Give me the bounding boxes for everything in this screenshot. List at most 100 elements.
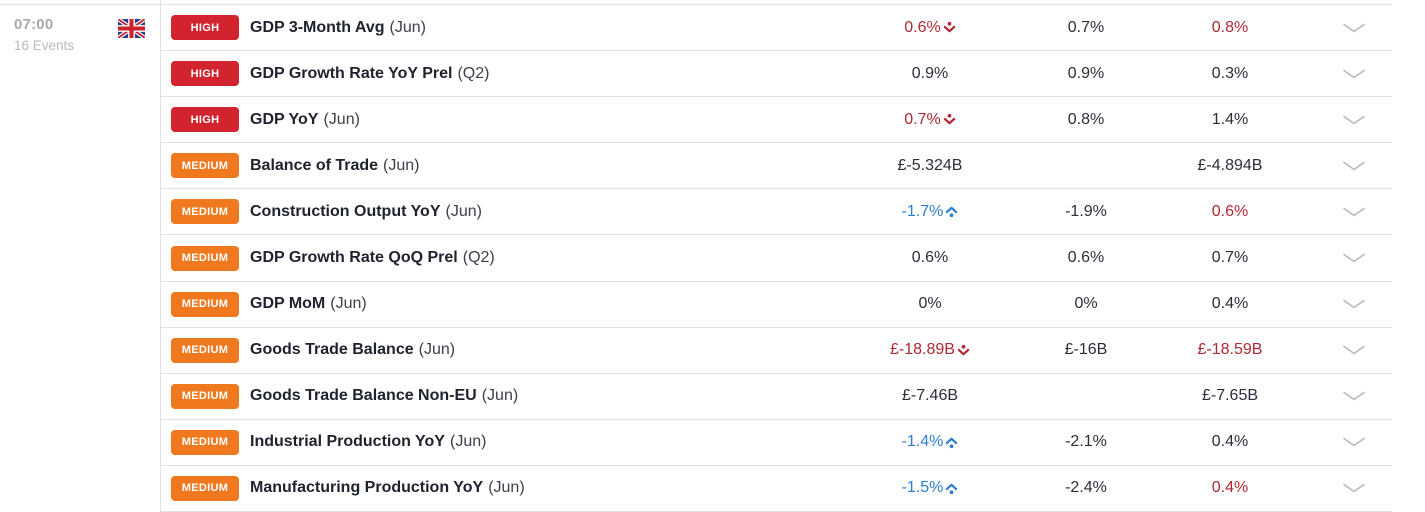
event-row[interactable]: MEDIUM Industrial Production YoY (Jun) -1… bbox=[161, 419, 1392, 466]
importance-badge: MEDIUM bbox=[171, 199, 239, 225]
previous-value: 0.4% bbox=[1211, 479, 1249, 497]
event-title: GDP Growth Rate QoQ Prel (Q2) bbox=[250, 249, 495, 267]
event-period: (Jun) bbox=[323, 110, 360, 128]
event-name: GDP Growth Rate QoQ Prel bbox=[250, 249, 458, 267]
forecast-value: -2.1% bbox=[1065, 433, 1107, 451]
event-name: Goods Trade Balance bbox=[250, 341, 414, 359]
event-period: (Jun) bbox=[488, 479, 525, 497]
previous-value: £-7.65B bbox=[1201, 387, 1259, 405]
importance-badge: HIGH bbox=[171, 61, 239, 87]
actual-value: £-18.89B bbox=[850, 328, 1010, 373]
event-row[interactable]: MEDIUM Construction Output YoY (Jun) -1.7… bbox=[161, 189, 1392, 236]
event-title: Goods Trade Balance Non-EU (Jun) bbox=[250, 387, 518, 405]
importance-badge: MEDIUM bbox=[171, 291, 239, 317]
importance-badge: HIGH bbox=[171, 107, 239, 133]
previous-value: £-4.894B bbox=[1197, 156, 1263, 174]
expand-chevron-icon[interactable] bbox=[1341, 51, 1367, 96]
forecast-value: -1.9% bbox=[1065, 202, 1107, 220]
event-name: Industrial Production YoY bbox=[250, 433, 445, 451]
forecast-value: £-16B bbox=[1064, 341, 1108, 359]
event-period: (Jun) bbox=[449, 433, 487, 451]
importance-badge: MEDIUM bbox=[171, 383, 239, 409]
event-row[interactable]: MEDIUM GDP MoM (Jun) 0% 0% 0.4% bbox=[161, 281, 1392, 328]
event-row[interactable]: MEDIUM Goods Trade Balance Non-EU (Jun) £… bbox=[161, 373, 1392, 420]
event-title: GDP YoY (Jun) bbox=[250, 111, 360, 129]
expand-chevron-icon[interactable] bbox=[1341, 97, 1367, 142]
indicator-up-icon bbox=[946, 437, 958, 448]
event-name: Construction Output YoY bbox=[250, 202, 441, 220]
event-count: 16 Events bbox=[14, 38, 75, 53]
event-name: Manufacturing Production YoY bbox=[250, 479, 484, 497]
event-title: Industrial Production YoY (Jun) bbox=[250, 433, 486, 451]
event-title: GDP MoM (Jun) bbox=[250, 295, 367, 313]
indicator-up-icon bbox=[946, 207, 958, 218]
actual-value: 0.9% bbox=[911, 64, 949, 82]
event-name: GDP 3-Month Avg bbox=[250, 18, 385, 36]
expand-chevron-icon[interactable] bbox=[1341, 282, 1367, 327]
event-title: Construction Output YoY (Jun) bbox=[250, 203, 482, 221]
previous-value: 1.4% bbox=[1211, 110, 1249, 128]
importance-badge: MEDIUM bbox=[171, 429, 239, 455]
importance-badge: MEDIUM bbox=[171, 245, 239, 271]
event-title: Goods Trade Balance (Jun) bbox=[250, 341, 455, 359]
event-title: GDP Growth Rate YoY Prel (Q2) bbox=[250, 65, 489, 83]
expand-chevron-icon[interactable] bbox=[1341, 5, 1367, 50]
expand-chevron-icon[interactable] bbox=[1341, 420, 1367, 465]
event-name: GDP YoY bbox=[250, 110, 319, 128]
previous-value: 0.7% bbox=[1211, 249, 1249, 267]
previous-value: 0.3% bbox=[1211, 64, 1249, 82]
previous-value: 0.6% bbox=[1211, 202, 1249, 220]
event-row[interactable]: MEDIUM Balance of Trade (Jun) £-5.324B £-… bbox=[161, 143, 1392, 190]
actual-value: 0% bbox=[918, 295, 942, 313]
expand-chevron-icon[interactable] bbox=[1341, 374, 1367, 419]
event-row[interactable]: HIGH GDP YoY (Jun) 0.7% 0.8% 1.4% bbox=[161, 97, 1392, 144]
importance-badge: MEDIUM bbox=[171, 475, 239, 501]
event-row[interactable]: MEDIUM Manufacturing Production YoY (Jun)… bbox=[161, 465, 1392, 512]
event-period: (Jun) bbox=[330, 295, 367, 313]
expand-chevron-icon[interactable] bbox=[1341, 189, 1367, 234]
importance-badge: MEDIUM bbox=[171, 337, 239, 363]
event-row[interactable]: HIGH GDP 3-Month Avg (Jun) 0.6% 0.7% 0.8% bbox=[161, 5, 1392, 52]
events-list: HIGH GDP 3-Month Avg (Jun) 0.6% 0.7% 0.8%… bbox=[161, 4, 1392, 512]
event-period: (Jun) bbox=[383, 156, 420, 174]
event-period: (Q2) bbox=[457, 64, 490, 82]
previous-value: 0.8% bbox=[1211, 18, 1249, 36]
expand-chevron-icon[interactable] bbox=[1341, 466, 1367, 511]
importance-badge: HIGH bbox=[171, 15, 239, 41]
event-row[interactable]: MEDIUM Goods Trade Balance (Jun) £-18.89B… bbox=[161, 327, 1392, 374]
expand-chevron-icon[interactable] bbox=[1341, 143, 1367, 188]
importance-badge: MEDIUM bbox=[171, 153, 239, 179]
event-period: (Q2) bbox=[462, 249, 495, 267]
forecast-value bbox=[1006, 374, 1166, 419]
event-row[interactable]: HIGH GDP Growth Rate YoY Prel (Q2) 0.9% 0… bbox=[161, 51, 1392, 98]
event-period: (Jun) bbox=[418, 341, 456, 359]
actual-value: £-7.46B bbox=[901, 387, 959, 405]
event-time: 07:00 bbox=[14, 16, 54, 33]
event-period: (Jun) bbox=[445, 202, 482, 220]
expand-chevron-icon[interactable] bbox=[1341, 235, 1367, 280]
event-name: GDP Growth Rate YoY Prel bbox=[250, 64, 453, 82]
actual-value: -1.5% bbox=[850, 466, 1010, 511]
previous-value: 0.4% bbox=[1211, 433, 1249, 451]
indicator-up-icon bbox=[946, 483, 958, 495]
forecast-value: -2.4% bbox=[1065, 479, 1107, 497]
indicator-down-icon bbox=[943, 21, 955, 33]
forecast-value: 0.8% bbox=[1067, 110, 1105, 128]
event-period: (Jun) bbox=[389, 18, 426, 36]
forecast-value: 0.9% bbox=[1067, 64, 1105, 82]
actual-value: -1.4% bbox=[850, 420, 1010, 465]
forecast-value: 0.6% bbox=[1067, 249, 1105, 267]
column-divider bbox=[160, 0, 161, 512]
previous-value: 0.4% bbox=[1211, 295, 1249, 313]
event-title: Balance of Trade (Jun) bbox=[250, 157, 420, 175]
uk-flag-icon bbox=[118, 19, 145, 38]
event-name: GDP MoM bbox=[250, 295, 326, 313]
event-name: Goods Trade Balance Non-EU bbox=[250, 387, 477, 405]
time-group: 07:00 16 Events bbox=[0, 4, 160, 512]
actual-value: 0.6% bbox=[850, 5, 1010, 50]
previous-value: £-18.59B bbox=[1197, 341, 1263, 359]
event-row[interactable]: MEDIUM GDP Growth Rate QoQ Prel (Q2) 0.6%… bbox=[161, 235, 1392, 282]
actual-value: 0.6% bbox=[911, 249, 949, 267]
event-name: Balance of Trade bbox=[250, 156, 379, 174]
expand-chevron-icon[interactable] bbox=[1341, 328, 1367, 373]
